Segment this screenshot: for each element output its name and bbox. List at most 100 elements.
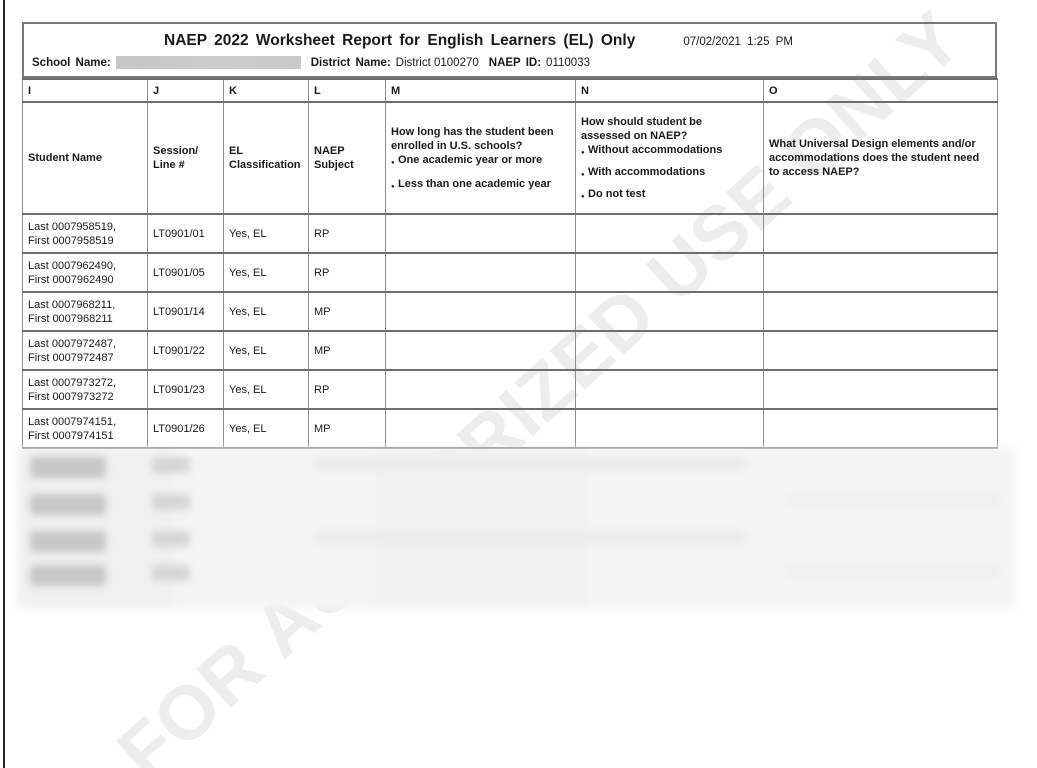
- redacted-name-smudge: [30, 494, 106, 515]
- assessment-answer-cell: [575, 408, 764, 449]
- district-name-label: District Name:: [310, 56, 391, 69]
- report-datetime: 07/02/2021 1:25 PM: [683, 36, 793, 48]
- table-row: Last 0007968211, First 0007968211 LT0901…: [22, 291, 998, 332]
- table-row: Last 0007972487, First 0007972487 LT0901…: [22, 330, 998, 371]
- report-header-box: NAEP 2022 Worksheet Report for English L…: [22, 22, 997, 78]
- redacted-session-smudge: [152, 531, 190, 547]
- column-letter-i: I: [22, 78, 148, 103]
- header-universal-design-question: What Universal Design elements and/or ac…: [763, 101, 998, 215]
- redacted-name-smudge: [30, 531, 106, 552]
- column-letter-row: I J K L M N O: [22, 78, 998, 103]
- session-line-cell: LT0901/22: [147, 330, 224, 371]
- session-line-cell: LT0901/14: [147, 291, 224, 332]
- el-classification-cell: Yes, EL: [223, 330, 309, 371]
- enrollment-answer-cell: [385, 369, 576, 410]
- universal-design-question-text: What Universal Design elements and/or ac…: [769, 138, 980, 178]
- el-classification-cell: Yes, EL: [223, 408, 309, 449]
- student-name-cell: Last 0007973272, First 0007973272: [22, 369, 148, 410]
- naep-subject-cell: MP: [308, 408, 386, 449]
- session-line-cell: LT0901/05: [147, 252, 224, 293]
- universal-design-answer-cell: [763, 252, 998, 293]
- left-edge-rule: [3, 0, 5, 768]
- redacted-row-streak: [316, 457, 746, 470]
- student-name-cell: Last 0007968211, First 0007968211: [22, 291, 148, 332]
- redacted-row-streak: [786, 494, 1001, 506]
- header-session-line-label1: Session/: [153, 145, 199, 157]
- header-el-label2: Classification: [229, 159, 301, 171]
- student-first-name: First 0007974151: [28, 429, 114, 442]
- el-classification-cell: Yes, EL: [223, 369, 309, 410]
- universal-design-answer-cell: [763, 408, 998, 449]
- naep-subject-cell: RP: [308, 369, 386, 410]
- universal-design-answer-cell: [763, 291, 998, 332]
- student-name-cell: Last 0007974151, First 0007974151: [22, 408, 148, 449]
- assessment-answer-cell: [575, 291, 764, 332]
- session-line-cell: LT0901/01: [147, 213, 224, 254]
- header-el-classification: EL Classification: [223, 101, 309, 215]
- student-first-name: First 0007958519: [28, 234, 114, 247]
- enrollment-option-1: One academic year or more: [391, 153, 570, 170]
- assessment-answer-cell: [575, 330, 764, 371]
- table-row: Last 0007974151, First 0007974151 LT0901…: [22, 408, 998, 449]
- redacted-name-smudge: [30, 457, 106, 478]
- student-last-name: Last 0007968211,: [28, 298, 116, 311]
- header-el-label1: EL: [229, 145, 244, 157]
- header-title-line: NAEP 2022 Worksheet Report for English L…: [24, 24, 995, 50]
- session-line-cell: LT0901/26: [147, 408, 224, 449]
- assessment-option-2: With accommodations: [581, 165, 758, 182]
- blur-column-band: [376, 448, 586, 608]
- worksheet-table: I J K L M N O Student Name Session/ Line…: [22, 78, 998, 449]
- header-naep-subject: NAEP Subject: [308, 101, 386, 215]
- naep-id-value: 0110033: [546, 56, 590, 69]
- enrollment-answer-cell: [385, 291, 576, 332]
- table-row: Last 0007973272, First 0007973272 LT0901…: [22, 369, 998, 410]
- column-letter-l: L: [308, 78, 386, 103]
- student-last-name: Last 0007974151,: [28, 415, 117, 428]
- naep-subject-cell: MP: [308, 291, 386, 332]
- school-name-redaction-box: [115, 56, 301, 69]
- column-letter-n: N: [575, 78, 764, 103]
- column-letter-k: K: [223, 78, 309, 103]
- naep-subject-cell: RP: [308, 213, 386, 254]
- universal-design-answer-cell: [763, 330, 998, 371]
- redacted-row-streak: [316, 531, 746, 544]
- naep-subject-cell: MP: [308, 330, 386, 371]
- student-name-cell: Last 0007962490, First 0007962490: [22, 252, 148, 293]
- student-last-name: Last 0007973272,: [28, 376, 117, 389]
- student-last-name: Last 0007972487,: [28, 337, 117, 350]
- student-first-name: First 0007962490: [28, 273, 114, 286]
- header-enrollment-question: How long has the student been enrolled i…: [385, 101, 576, 215]
- redacted-session-smudge: [152, 565, 190, 581]
- header-subject-label2: Subject: [314, 159, 354, 171]
- redacted-name-smudge: [30, 565, 106, 586]
- enrollment-answer-cell: [385, 252, 576, 293]
- enrollment-question-text: How long has the student been enrolled i…: [391, 126, 554, 152]
- student-last-name: Last 0007958519,: [28, 220, 117, 233]
- header-session-line-label2: Line #: [153, 159, 185, 171]
- universal-design-answer-cell: [763, 369, 998, 410]
- redacted-row-streak: [786, 565, 1001, 577]
- assessment-option-1: Without accommodations: [581, 143, 758, 160]
- el-classification-cell: Yes, EL: [223, 291, 309, 332]
- session-line-cell: LT0901/23: [147, 369, 224, 410]
- column-letter-m: M: [385, 78, 576, 103]
- redacted-rows-blur: [16, 448, 1016, 608]
- enrollment-answer-cell: [385, 408, 576, 449]
- redacted-session-smudge: [152, 457, 190, 473]
- el-classification-cell: Yes, EL: [223, 252, 309, 293]
- assessment-option-3: Do not test: [581, 187, 758, 204]
- header-session-line: Session/ Line #: [147, 101, 224, 215]
- column-letter-j: J: [147, 78, 224, 103]
- naep-subject-cell: RP: [308, 252, 386, 293]
- student-first-name: First 0007972487: [28, 351, 114, 364]
- naep-id-label: NAEP ID:: [488, 56, 542, 69]
- district-name-value: District 0100270: [395, 56, 479, 69]
- redacted-session-smudge: [152, 494, 190, 510]
- school-name-label: School Name:: [32, 56, 111, 69]
- header-student-name-label: Student Name: [28, 152, 102, 164]
- header-assessment-question: How should student be assessed on NAEP? …: [575, 101, 764, 215]
- student-name-cell: Last 0007972487, First 0007972487: [22, 330, 148, 371]
- assessment-answer-cell: [575, 369, 764, 410]
- enrollment-option-2: Less than one academic year: [391, 177, 570, 194]
